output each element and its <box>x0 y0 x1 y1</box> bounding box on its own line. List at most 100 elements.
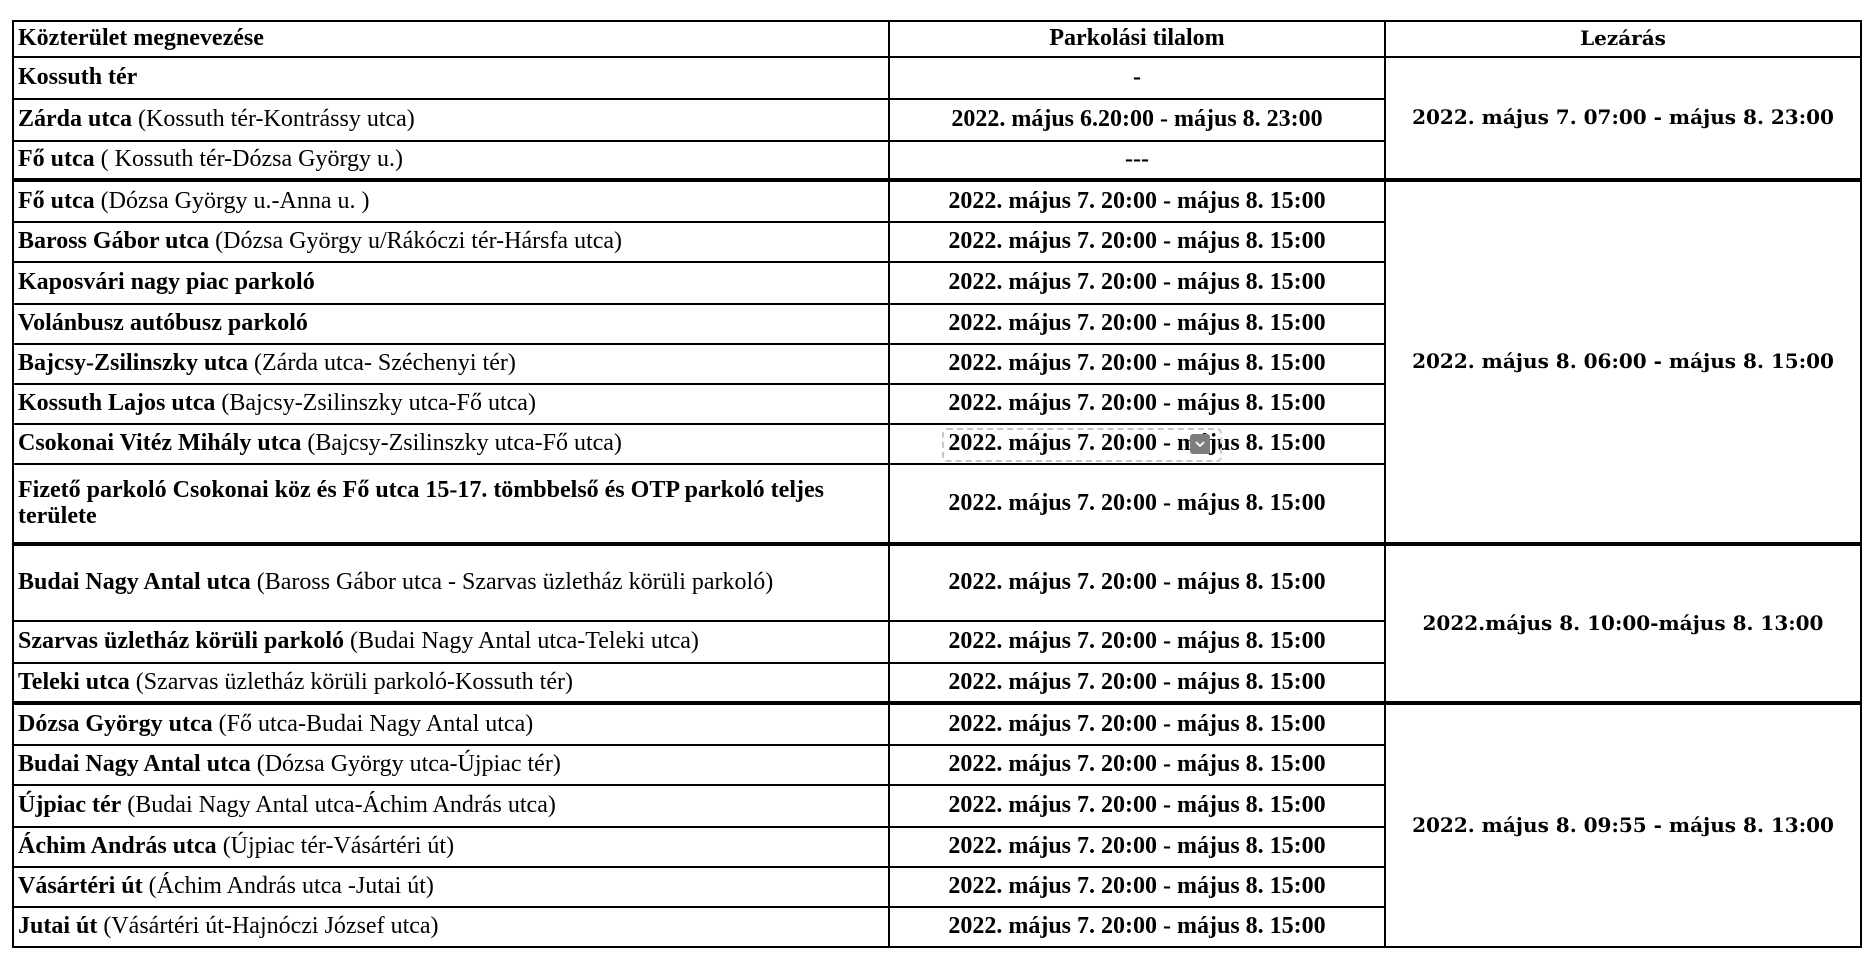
table-row: Zárda utca (Kossuth tér-Kontrássy utca) 2… <box>12 98 1861 142</box>
table-row: Dózsa György utca (Fő utca-Budai Nagy An… <box>12 701 1862 948</box>
parking-ban-period: 2022. május 7. 20:00 - május 8. 15:00 <box>948 489 1326 516</box>
location-cell: Vásártéri út (Áchim András utca -Jutai ú… <box>12 866 890 908</box>
location-name: Kaposvári nagy piac parkoló <box>18 269 315 296</box>
location-detail: (Fő utca-Budai Nagy Antal utca) <box>212 710 534 737</box>
table-row: Fő utca (Dózsa György u.-Anna u. ) 2022. … <box>12 178 1862 545</box>
table-row: Áchim András utca (Újpiac tér-Vásártéri … <box>12 826 1861 868</box>
closure-period: 2022.május 8. 10:00-május 8. 13:00 <box>1384 542 1862 704</box>
location-detail: (Bajcsy-Zsilinszky utca-Fő utca) <box>215 390 536 417</box>
location-detail: (Áchim András utca -Jutai út) <box>142 873 434 900</box>
cell-dropdown[interactable] <box>942 428 1223 462</box>
parking-ban-cell: 2022. május 7. 20:00 - május 8. 15:00 <box>888 744 1386 786</box>
parking-ban-period: 2022. május 7. 20:00 - május 8. 15:00 <box>948 710 1326 737</box>
parking-ban-cell: - <box>888 56 1386 100</box>
location-name: Csokonai Vitéz Mihály utca <box>18 430 302 457</box>
parking-ban-period: 2022. május 7. 20:00 - május 8. 15:00 <box>948 187 1326 214</box>
parking-ban-period: 2022. május 7. 20:00 - május 8. 15:00 <box>948 390 1326 417</box>
location-detail: (Zárda utca- Széchenyi tér) <box>248 350 516 377</box>
location-detail: (Dózsa György u.-Anna u. ) <box>94 187 370 214</box>
table-row: Fizető parkoló Csokonai köz és Fő utca 1… <box>12 463 1861 545</box>
location-name: Áchim András utca <box>18 833 217 860</box>
closure-period: 2022. május 8. 09:55 - május 8. 13:00 <box>1384 701 1862 948</box>
table-row: Csokonai Vitéz Mihály utca (Bajcsy-Zsili… <box>12 423 1861 465</box>
closure-period: 2022. május 7. 07:00 - május 8. 23:00 <box>1384 56 1862 181</box>
location-name: Vásártéri út <box>18 873 143 900</box>
location-name: Fő utca <box>18 146 95 173</box>
parking-ban-period: 2022. május 7. 20:00 - május 8. 15:00 <box>948 913 1326 940</box>
location-cell: Baross Gábor utca (Dózsa György u/Rákócz… <box>12 221 890 263</box>
location-cell: Dózsa György utca (Fő utca-Budai Nagy An… <box>12 701 890 746</box>
location-name: Dózsa György utca <box>18 710 213 737</box>
location-cell: Fő utca ( Kossuth tér-Dózsa György u.) <box>12 140 890 181</box>
parking-ban-cell: 2022. május 7. 20:00 - május 8. 15:00 <box>888 620 1386 664</box>
parking-ban-cell: 2022. május 7. 20:00 - május 8. 15:00 <box>888 826 1386 868</box>
parking-ban-period: 2022. május 7. 20:00 - május 8. 15:00 <box>948 668 1326 695</box>
location-name: Kossuth tér <box>18 64 138 91</box>
table-row: Kossuth tér - 2022. május 7. 07:00 - május… <box>12 56 1862 181</box>
table-row: Jutai út (Vásártéri út-Hajnóczi József u… <box>12 906 1861 948</box>
location-detail: (Dózsa György u/Rákóczi tér-Hársfa utca) <box>209 228 623 255</box>
location-name: Zárda utca <box>18 106 132 133</box>
parking-ban-period: 2022. május 7. 20:00 - május 8. 15:00 <box>948 833 1326 860</box>
location-detail: ( Kossuth tér-Dózsa György u.) <box>94 146 404 173</box>
location-name: Baross Gábor utca <box>18 228 210 255</box>
header-row: Közterület megnevezése Parkolási tilalom… <box>12 20 1862 58</box>
location-name: Budai Nagy Antal utca <box>18 569 251 596</box>
table-row: Kossuth Lajos utca (Bajcsy-Zsilinszky ut… <box>12 383 1861 425</box>
location-cell: Budai Nagy Antal utca (Baross Gábor utca… <box>12 542 890 622</box>
parking-ban-cell: 2022. május 7. 20:00 - május 8. 15:00 <box>888 662 1386 704</box>
location-name: Szarvas üzletház körüli parkoló <box>18 628 345 655</box>
location-cell: Fő utca (Dózsa György u.-Anna u. ) <box>12 178 890 223</box>
location-name: Bajcsy-Zsilinszky utca <box>18 350 249 377</box>
location-detail: (Budai Nagy Antal utca-Teleki utca) <box>344 628 699 655</box>
road-closure-table: Közterület megnevezése Parkolási tilalom… <box>12 20 1862 948</box>
parking-ban-cell: 2022. május 7. 20:00 - május 8. 15:00 <box>888 303 1386 345</box>
parking-ban-cell: 2022. május 7. 20:00 - május 8. 15:00 <box>888 906 1386 948</box>
table-row: Vásártéri út (Áchim András utca -Jutai ú… <box>12 866 1861 908</box>
chevron-down-icon[interactable] <box>1190 434 1211 455</box>
table-row: Budai Nagy Antal utca (Baross Gábor utca… <box>12 542 1862 704</box>
location-cell: Bajcsy-Zsilinszky utca (Zárda utca- Széc… <box>12 343 890 385</box>
parking-ban-period: 2022. május 7. 20:00 - május 8. 15:00 <box>948 350 1326 377</box>
location-name: Kossuth Lajos utca <box>18 390 216 417</box>
location-detail: (Szarvas üzletház körüli parkoló-Kossuth… <box>129 668 573 695</box>
location-name: Teleki utca <box>18 668 130 695</box>
location-cell: Zárda utca (Kossuth tér-Kontrássy utca) <box>12 98 890 142</box>
parking-ban-period: --- <box>1125 146 1149 173</box>
parking-ban-cell: 2022. május 7. 20:00 - május 8. 15:00 <box>888 542 1386 622</box>
table-row: Szarvas üzletház körüli parkoló (Budai N… <box>12 620 1861 664</box>
header-parking-ban: Parkolási tilalom <box>888 20 1386 58</box>
location-detail: (Baross Gábor utca - Szarvas üzletház kö… <box>250 569 774 596</box>
location-detail: (Újpiac tér-Vásártéri út) <box>216 833 455 860</box>
location-detail: (Kossuth tér-Kontrássy utca) <box>132 106 415 133</box>
location-cell: Újpiac tér (Budai Nagy Antal utca-Áchim … <box>12 784 890 828</box>
location-detail: (Vásártéri út-Hajnóczi József utca) <box>97 913 439 940</box>
location-name: Jutai út <box>18 913 98 940</box>
location-cell: Szarvas üzletház körüli parkoló (Budai N… <box>12 620 890 664</box>
parking-ban-cell: 2022. május 6.20:00 - május 8. 23:00 <box>888 98 1386 142</box>
location-cell: Teleki utca (Szarvas üzletház körüli par… <box>12 662 890 704</box>
parking-ban-cell: --- <box>888 140 1386 181</box>
parking-ban-period: 2022. május 7. 20:00 - május 8. 15:00 <box>948 228 1326 255</box>
location-cell: Jutai út (Vásártéri út-Hajnóczi József u… <box>12 906 890 948</box>
table-row: Budai Nagy Antal utca (Dózsa György utca… <box>12 744 1861 786</box>
parking-ban-period: 2022. május 7. 20:00 - május 8. 15:00 <box>948 751 1326 778</box>
table-body: Kossuth tér - 2022. május 7. 07:00 - május… <box>12 56 1862 948</box>
location-name: Volánbusz autóbusz parkoló <box>18 310 308 337</box>
location-cell: Kossuth Lajos utca (Bajcsy-Zsilinszky ut… <box>12 383 890 425</box>
parking-ban-period: 2022. május 7. 20:00 - május 8. 15:00 <box>948 310 1326 337</box>
header-location: Közterület megnevezése <box>12 20 890 58</box>
parking-ban-cell: 2022. május 7. 20:00 - május 8. 15:00 <box>888 423 1386 465</box>
location-cell: Kaposvári nagy piac parkoló <box>12 261 890 305</box>
table-row: Teleki utca (Szarvas üzletház körüli par… <box>12 662 1861 704</box>
location-name: Fizető parkoló Csokonai köz és Fő utca 1… <box>18 476 824 529</box>
location-cell: Fizető parkoló Csokonai köz és Fő utca 1… <box>12 463 890 545</box>
parking-ban-period: 2022. május 7. 20:00 - május 8. 15:00 <box>948 269 1326 296</box>
location-name: Budai Nagy Antal utca <box>18 751 251 778</box>
parking-ban-period: 2022. május 6.20:00 - május 8. 23:00 <box>951 106 1323 133</box>
parking-ban-cell: 2022. május 7. 20:00 - május 8. 15:00 <box>888 221 1386 263</box>
location-detail: (Bajcsy-Zsilinszky utca-Fő utca) <box>301 430 622 457</box>
parking-ban-cell: 2022. május 7. 20:00 - május 8. 15:00 <box>888 261 1386 305</box>
location-name: Fő utca <box>18 187 95 214</box>
location-cell: Kossuth tér <box>12 56 890 100</box>
